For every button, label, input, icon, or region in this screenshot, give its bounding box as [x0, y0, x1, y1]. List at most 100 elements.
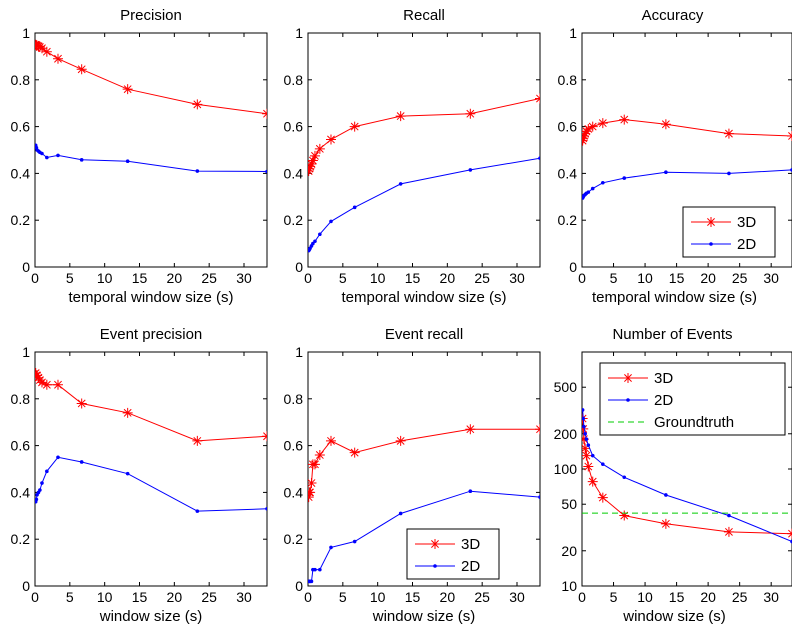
legend-marker-dot [709, 242, 713, 246]
x-tick-label: 5 [339, 270, 347, 286]
data-point-2d [196, 169, 200, 173]
x-tick-label: 15 [669, 589, 685, 605]
legend-label: 3D [737, 214, 756, 231]
x-axis-label: temporal window size (s) [341, 289, 506, 306]
plot-title: Event recall [385, 326, 463, 343]
series-group [31, 40, 272, 174]
data-point-2d [581, 417, 585, 421]
series-line-3d [36, 45, 267, 114]
data-point-3d [123, 84, 133, 94]
data-point-2d [538, 495, 542, 499]
data-point-3d [350, 122, 360, 132]
x-tick-label: 30 [763, 589, 779, 605]
data-point-3d [192, 99, 202, 109]
series-line-2d [583, 170, 792, 198]
data-point-2d [585, 437, 589, 441]
legend-label: Groundtruth [654, 414, 734, 431]
data-point-3d [787, 131, 792, 141]
data-point-3d [326, 436, 336, 446]
data-point-2d [56, 154, 60, 158]
data-point-3d [350, 448, 360, 458]
y-tick-label: 0.8 [11, 391, 31, 407]
x-tick-label: 5 [66, 270, 74, 286]
y-tick-label: 100 [554, 461, 578, 477]
data-point-3d [396, 111, 406, 121]
data-point-2d [56, 456, 60, 460]
data-point-2d [126, 472, 130, 476]
series-line-3d [309, 429, 540, 497]
y-tick-label: 0.8 [284, 72, 304, 88]
legend-marker-star [706, 217, 716, 227]
plot-title: Recall [403, 7, 445, 24]
data-point-3d [619, 115, 629, 125]
subplot-1: Precision0 5 10 15 20 25 3000.20.40.60.81tempo… [11, 7, 272, 306]
x-tick-label: 5 [610, 589, 618, 605]
y-tick-label: 1 [22, 25, 30, 41]
y-tick-label: 0.2 [11, 212, 31, 228]
y-tick-label: 0.2 [284, 531, 304, 547]
legend-marker-dot [433, 564, 437, 568]
series-line-2d [309, 158, 540, 250]
data-point-3d [724, 129, 734, 139]
x-tick-label: 20 [167, 270, 183, 286]
y-tick-label: 0.6 [11, 119, 31, 135]
data-point-2d [469, 489, 473, 493]
y-tick-label: 0.6 [284, 119, 304, 135]
data-point-2d [353, 540, 357, 544]
x-tick-label: 30 [236, 270, 252, 286]
x-tick-label: 15 [405, 270, 421, 286]
plot-title: Number of Events [612, 326, 732, 343]
y-tick-label: 0 [295, 578, 303, 594]
subplot-4: Event precision 0 5 10 15 20 25 30 0 0.2 0.4 0.6 0.8… [11, 326, 272, 625]
data-point-2d [310, 580, 314, 584]
series-line-3d [309, 99, 540, 172]
data-point-2d [581, 408, 585, 412]
data-point-3d [123, 408, 133, 418]
data-point-3d [326, 134, 336, 144]
x-tick-label: 10 [370, 270, 386, 286]
y-tick-label: 50 [561, 496, 577, 512]
y-tick-label: 10 [561, 578, 577, 594]
x-tick-label: 15 [669, 270, 685, 286]
data-point-2d [587, 443, 591, 447]
y-tick-label: 1 [22, 344, 30, 360]
x-tick-label: 0 [304, 270, 312, 286]
data-point-2d [40, 152, 44, 156]
x-tick-label: 10 [97, 589, 113, 605]
legend-label: 2D [654, 392, 673, 409]
y-tick-label: 0.2 [284, 212, 304, 228]
x-axis-label: temporal window size (s) [68, 289, 233, 306]
y-tick-label: 0.4 [11, 165, 31, 181]
data-point-3d [661, 519, 671, 529]
data-point-2d [622, 176, 626, 180]
data-point-2d [80, 460, 84, 464]
subplot-3: Accuracy0 5 10 15 20 25 3000.20.40.60.81tempor… [558, 7, 792, 306]
legend: 3D2D [407, 529, 499, 579]
x-tick-label: 0 [31, 270, 39, 286]
data-point-3d [661, 119, 671, 129]
data-point-3d [465, 109, 475, 119]
data-point-3d [535, 424, 545, 434]
data-point-3d [315, 450, 325, 460]
data-point-2d [265, 507, 269, 511]
x-tick-label: 5 [66, 589, 74, 605]
data-point-2d [313, 239, 317, 243]
x-tick-label: 30 [509, 589, 525, 605]
axes-box [35, 33, 267, 267]
data-point-3d [310, 459, 320, 469]
x-tick-label: 15 [132, 270, 148, 286]
y-tick-label: 0.4 [284, 484, 304, 500]
data-point-3d [588, 477, 598, 487]
data-point-2d [45, 156, 49, 160]
data-point-2d [399, 182, 403, 186]
data-point-2d [329, 220, 333, 224]
data-point-2d [80, 158, 84, 162]
legend: 3D2D [683, 207, 775, 257]
legend-marker-star [430, 539, 440, 549]
data-point-3d [619, 511, 629, 521]
x-tick-label: 20 [700, 270, 716, 286]
x-tick-label: 15 [132, 589, 148, 605]
y-tick-label: 0 [22, 259, 30, 275]
data-point-2d [329, 546, 333, 550]
